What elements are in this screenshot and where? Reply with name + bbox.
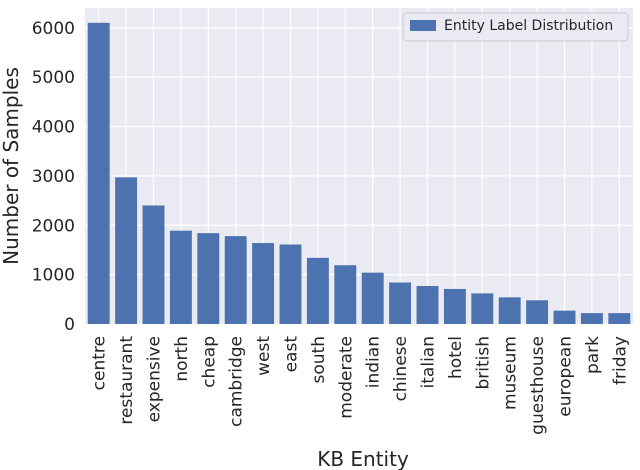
y-tick-label: 6000 <box>32 19 75 39</box>
x-tick-label: cheap <box>199 336 219 388</box>
y-tick-label: 0 <box>64 315 75 335</box>
bar-indian <box>361 272 384 324</box>
x-tick-label: friday <box>610 336 630 385</box>
bar-south <box>306 257 329 324</box>
x-tick-labels: centre restaurant expensive north cheap cambr… <box>90 336 631 435</box>
x-tick-label: chinese <box>391 336 411 401</box>
legend-box <box>402 12 629 42</box>
legend-label: Entity Label Distribution <box>444 18 613 34</box>
x-tick-label: moderate <box>336 336 356 419</box>
y-tick-labels: 0 1000 2000 3000 4000 5000 6000 <box>32 19 75 335</box>
x-tick-label: east <box>282 336 302 373</box>
y-tick-label: 3000 <box>32 167 75 187</box>
bar-north <box>169 230 192 324</box>
bar-european <box>553 310 576 324</box>
x-tick-label: restaurant <box>117 336 137 425</box>
bar-cheap <box>197 233 220 324</box>
x-tick-label: museum <box>501 336 521 410</box>
bar-british <box>471 293 494 324</box>
plot-area <box>85 8 633 324</box>
bar-chinese <box>389 282 412 324</box>
bar-expensive <box>142 205 165 324</box>
x-tick-label: italian <box>419 336 439 388</box>
bar-west <box>252 243 275 324</box>
bars <box>87 22 631 324</box>
bar-italian <box>416 285 439 324</box>
bar-park <box>580 313 603 324</box>
x-tick-label: south <box>309 336 329 383</box>
bar-friday <box>608 313 631 324</box>
x-tick-label: hotel <box>446 336 466 379</box>
y-tick-label: 4000 <box>32 118 75 138</box>
bar-hotel <box>443 288 466 324</box>
x-axis-title: KB Entity <box>317 447 409 470</box>
x-tick-label: british <box>473 336 493 390</box>
y-tick-label: 2000 <box>32 216 75 236</box>
bar-restaurant <box>115 177 138 324</box>
x-tick-label: indian <box>364 336 384 388</box>
bar-east <box>279 244 302 324</box>
x-tick-label: expensive <box>145 336 165 422</box>
bar-cambridge <box>224 236 247 324</box>
bar-centre <box>87 22 110 324</box>
bar-museum <box>498 297 521 324</box>
y-axis-title: Number of Samples <box>0 67 23 265</box>
x-tick-label: centre <box>90 336 110 390</box>
x-tick-label: park <box>583 336 603 374</box>
x-tick-label: guesthouse <box>528 336 548 435</box>
legend-swatch <box>410 20 436 31</box>
x-tick-label: west <box>254 336 274 376</box>
y-tick-label: 5000 <box>32 68 75 88</box>
bar-moderate <box>334 265 357 324</box>
y-tick-label: 1000 <box>32 266 75 286</box>
x-tick-label: north <box>172 336 192 382</box>
x-tick-label: european <box>556 336 576 417</box>
x-tick-label: cambridge <box>227 336 247 427</box>
legend: Entity Label Distribution <box>402 12 629 42</box>
bar-guesthouse <box>526 300 549 324</box>
